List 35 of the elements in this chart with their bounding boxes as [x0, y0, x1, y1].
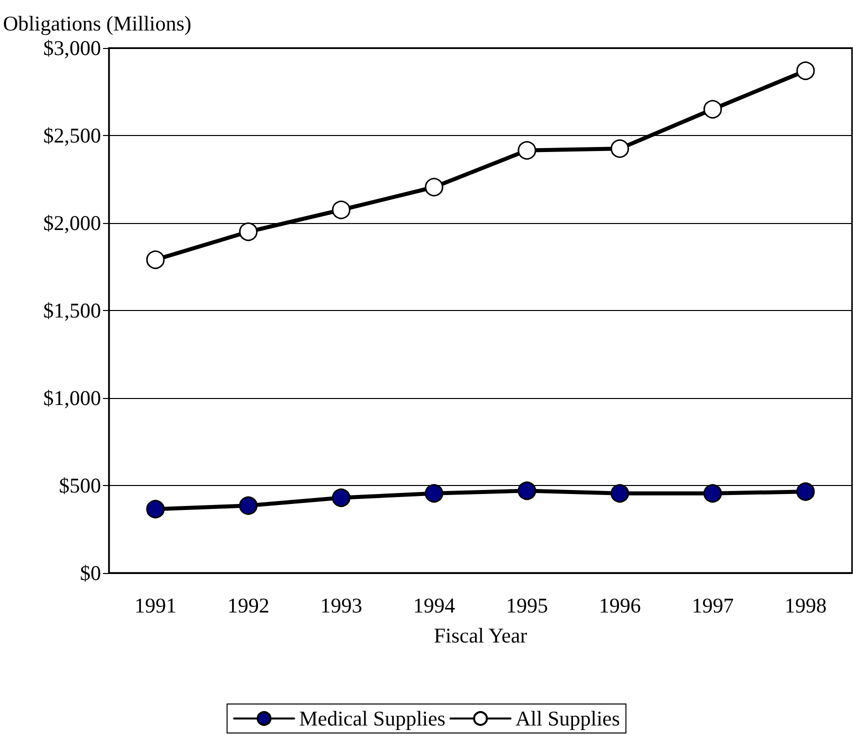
x-tick-label: 1994 [413, 594, 456, 618]
point [332, 200, 350, 220]
x-tick-label: 1993 [320, 594, 362, 618]
x-tick-label: 1995 [506, 594, 548, 618]
point [703, 100, 722, 118]
y-tick-label: $1,000 [43, 386, 101, 410]
y-tick-label: $2,000 [43, 211, 101, 235]
y-tick-label: $500 [59, 474, 101, 498]
point [796, 482, 815, 501]
y-tick-label: $1,500 [43, 298, 101, 322]
x-tick-label: 1991 [134, 594, 176, 618]
x-tick-label: 1997 [692, 594, 734, 618]
point [424, 484, 444, 503]
y-tick-label: $0 [80, 561, 101, 585]
y-tick-label: $2,500 [43, 124, 101, 148]
y-tick-label: $3,000 [43, 36, 101, 60]
point [518, 482, 536, 500]
x-tick-label: 1992 [227, 594, 270, 618]
x-tick-label: 1998 [784, 594, 827, 618]
point [146, 250, 165, 269]
point [703, 484, 722, 503]
y-axis-title: Obligations (Millions) [3, 12, 192, 36]
point [332, 488, 350, 507]
point [239, 496, 258, 515]
point [146, 500, 165, 518]
point [610, 484, 630, 503]
legend-label: All Supplies [515, 706, 620, 730]
point [610, 139, 630, 158]
point [424, 178, 444, 196]
x-axis-title: Fiscal Year [434, 624, 528, 648]
legend-label: Medical Supplies [299, 706, 446, 730]
point [239, 222, 258, 241]
point [796, 62, 815, 80]
point [518, 141, 536, 160]
x-tick-label: 1996 [598, 594, 641, 618]
